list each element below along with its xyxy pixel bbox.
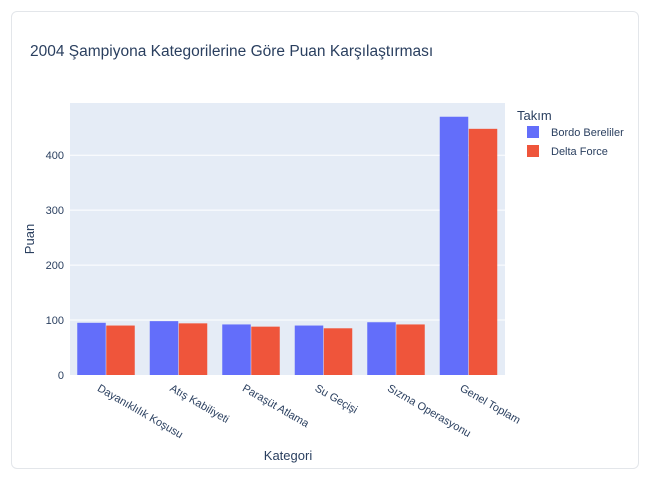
bar [178, 323, 208, 375]
bar [468, 128, 498, 375]
legend-swatch [527, 126, 539, 138]
legend-item[interactable]: Delta Force [527, 145, 608, 158]
x-tick-label: Genel Toplam [458, 382, 523, 426]
y-tick-label: 0 [58, 370, 64, 382]
legend-items: Bordo Bereliler Delta Force [527, 126, 624, 158]
bar [106, 325, 135, 375]
legend-item[interactable]: Bordo Bereliler [527, 126, 624, 139]
x-tick-label: Su Geçişi [313, 382, 360, 416]
bar [294, 325, 324, 375]
y-axis-title: Puan [22, 224, 37, 254]
x-tick-label: Atış Kabiliyeti [168, 382, 231, 425]
bar [396, 324, 425, 375]
bar [222, 324, 251, 375]
bar [323, 328, 353, 375]
plot-area [70, 103, 505, 375]
bar [149, 321, 179, 375]
x-tick-label: Paraşüt Atlama [240, 382, 311, 430]
legend-title: Takım [517, 108, 552, 123]
bar [439, 116, 469, 376]
legend-label: Delta Force [551, 146, 608, 158]
legend-label: Bordo Bereliler [551, 127, 624, 139]
y-tick-label: 100 [46, 315, 64, 327]
x-axis-title: Kategori [264, 448, 313, 463]
y-tick-label: 400 [46, 150, 64, 162]
y-tick-labels: 0 100 200 300 400 [46, 150, 64, 382]
grid-lines [70, 154, 505, 321]
bar [251, 326, 280, 375]
bars [77, 116, 498, 376]
y-tick-label: 200 [46, 260, 64, 272]
bar [77, 322, 106, 375]
chart-title: 2004 Şampiyona Kategorilerine Göre Puan … [30, 43, 433, 60]
legend: Takım Bordo Bereliler Delta Force [517, 108, 624, 158]
y-tick-label: 300 [46, 205, 64, 217]
bar [367, 322, 396, 375]
legend-swatch [527, 145, 539, 157]
